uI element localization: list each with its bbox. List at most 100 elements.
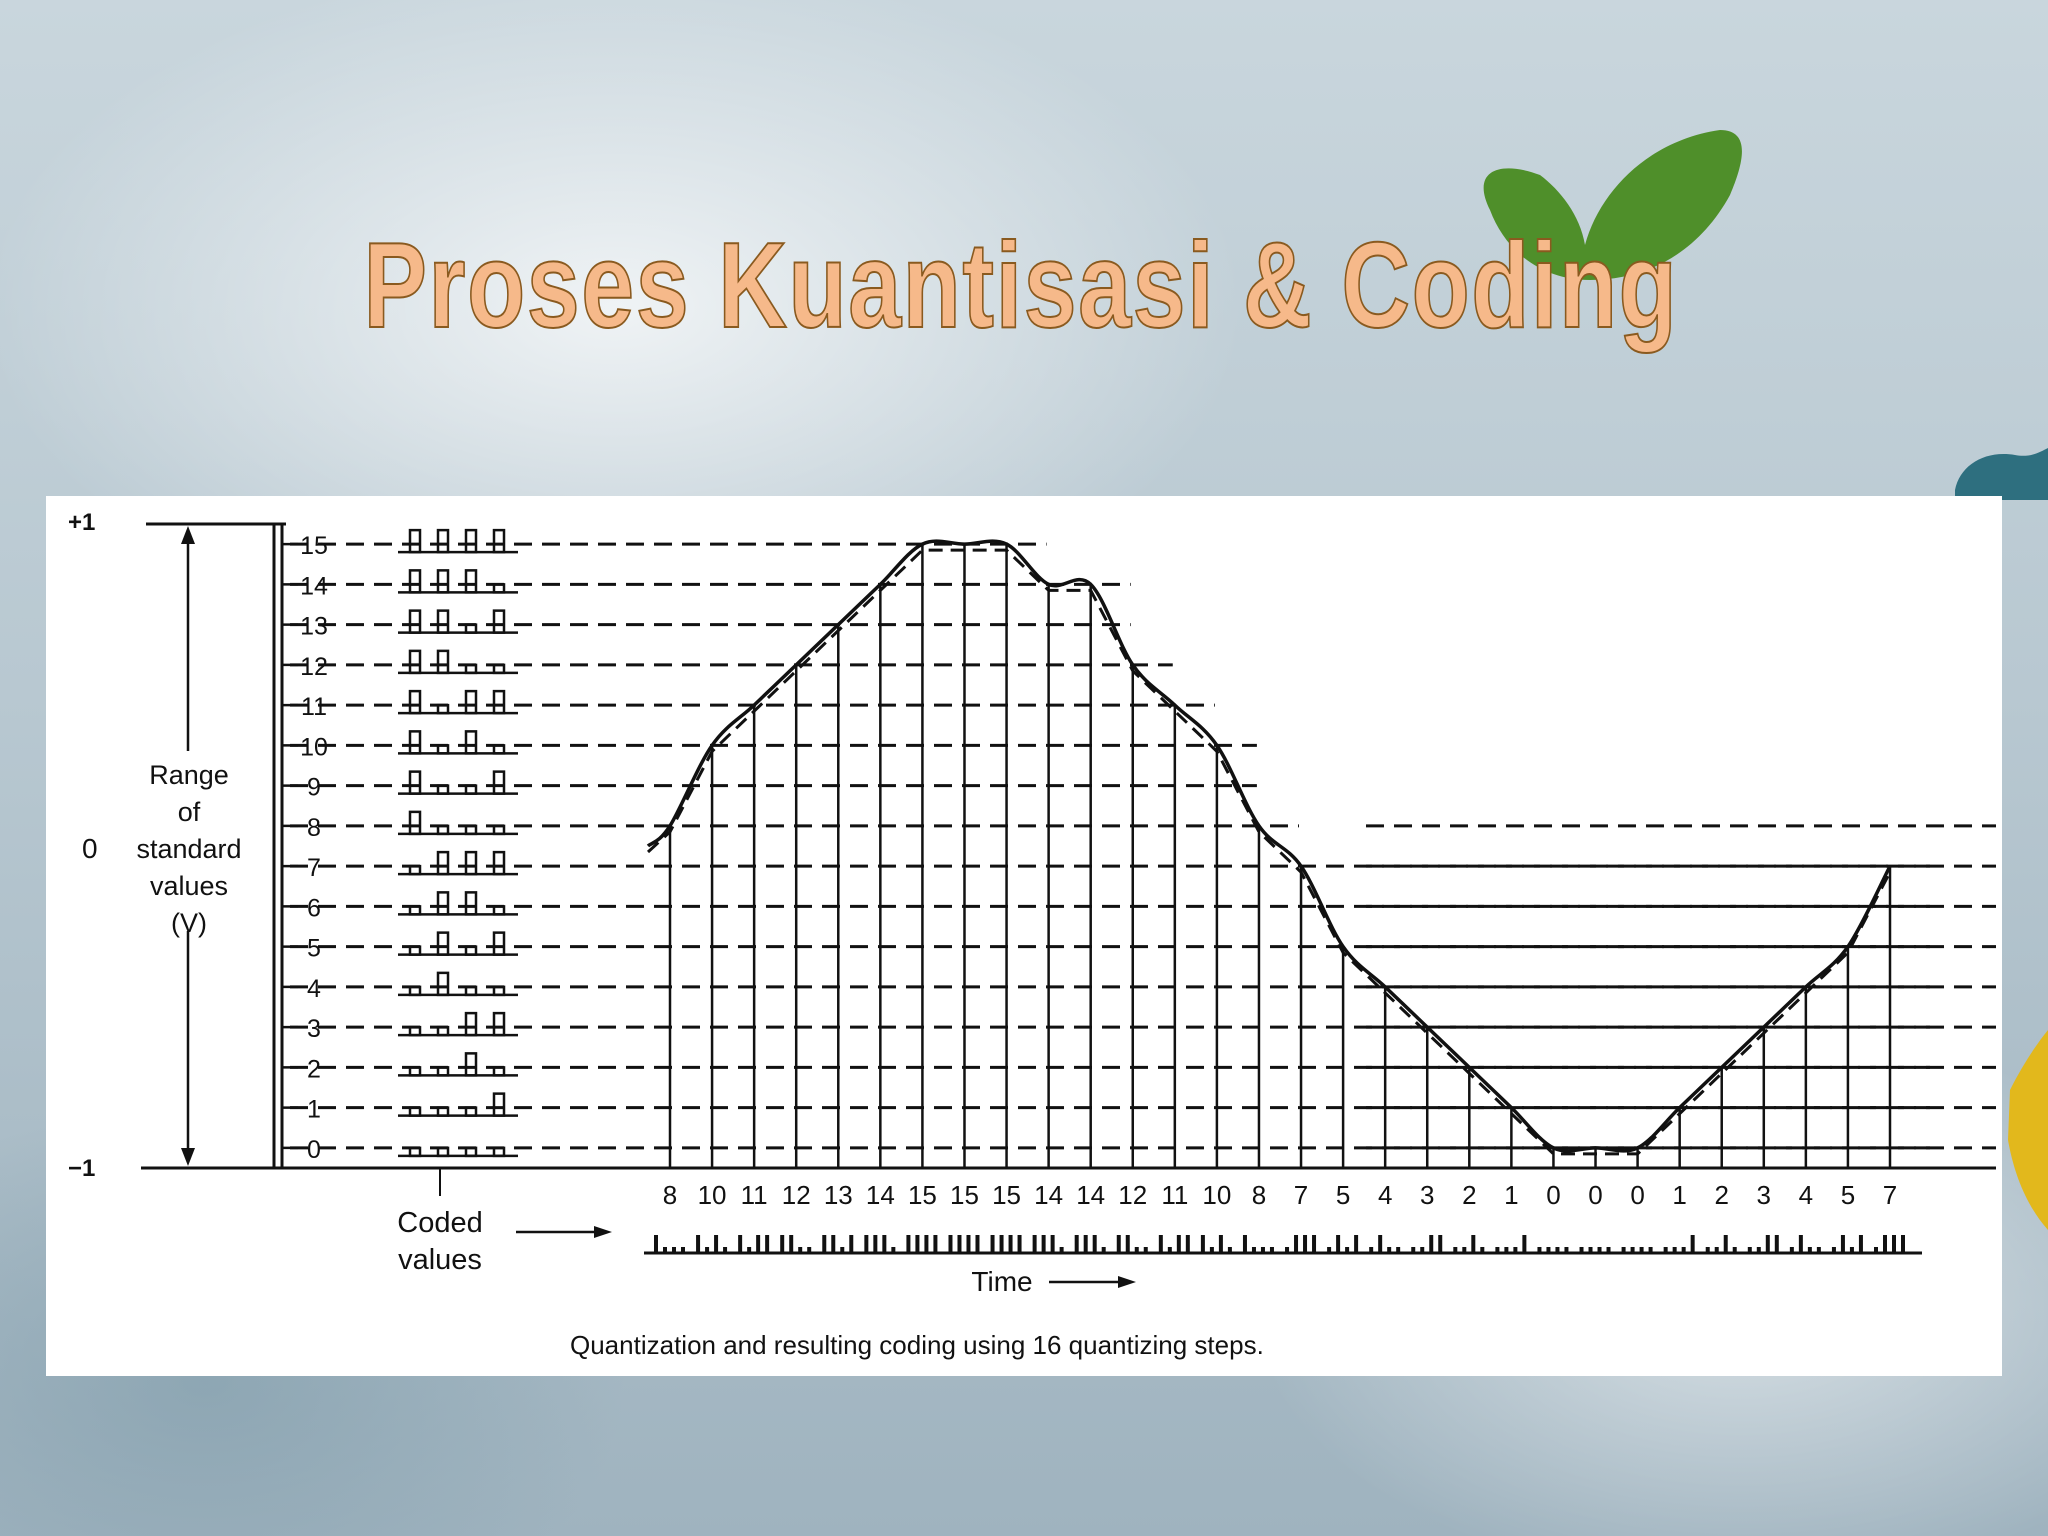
level-number: 0 [307,1136,321,1164]
code-pulse [1041,1235,1046,1253]
coded-values-label: Coded values [397,1207,482,1276]
code-pulse [975,1235,980,1253]
code-pattern-bit [492,824,506,836]
code-pattern-bit [492,1146,506,1158]
code-pattern-bit [436,649,450,675]
code-pulse [1840,1235,1845,1253]
code-pulse [1765,1235,1770,1253]
code-pulse [1134,1247,1139,1253]
range-label: Range of standard values (V) [136,760,241,938]
code-pulse [696,1235,701,1253]
code-pulse [1336,1235,1341,1253]
code-pulse [705,1247,710,1253]
code-pulse [1522,1235,1527,1253]
code-pulse [1453,1247,1458,1253]
code-pulse [966,1235,971,1253]
sample-code-label: 8 [663,1180,677,1210]
sample-code-label: 0 [1630,1180,1644,1210]
code-pattern-bit [492,850,506,876]
code-pulse [1513,1247,1518,1253]
sample-code-label: 0 [1546,1180,1560,1210]
code-pulse [1504,1247,1509,1253]
code-pulse [714,1235,719,1253]
sample-lines [668,544,1892,1168]
code-pulse [864,1235,869,1253]
code-pulse [1732,1247,1737,1253]
code-pattern-bit [436,703,450,715]
code-pulse [1705,1247,1710,1253]
code-pulse [1294,1235,1299,1253]
axis-bottom-label: −1 [68,1155,95,1182]
sample-code-label: 5 [1336,1180,1350,1210]
code-pulse [1411,1247,1416,1253]
code-pattern-bit [492,985,506,997]
range-label-line: Range [149,760,229,790]
sample-code-label: 14 [866,1180,895,1210]
code-pattern-bit [408,905,422,916]
sample-code-label: 3 [1757,1180,1771,1210]
code-pattern-bit [436,891,450,916]
code-pulse [915,1235,920,1253]
code-pulse [1798,1235,1803,1253]
code-pulse [1747,1247,1752,1253]
code-pulse [1125,1235,1130,1253]
level-number: 5 [307,935,321,963]
code-pulse [1378,1235,1383,1253]
code-pattern-bit [408,810,422,836]
code-pulse [1480,1247,1485,1253]
code-pulse [1218,1235,1223,1253]
code-pulse [1260,1247,1265,1253]
code-pattern-bit [408,689,422,715]
code-pulse [1101,1247,1106,1253]
code-pulse [1285,1247,1290,1253]
code-pulse [1462,1247,1467,1253]
level-number: 9 [307,774,321,802]
code-pulse [1209,1247,1214,1253]
code-pattern-bit [408,864,422,876]
code-pulse [1158,1235,1163,1253]
code-pattern-bit [436,528,450,554]
code-pattern-bit [492,609,506,634]
code-pulse [1354,1235,1359,1253]
code-pulse [747,1247,752,1253]
code-pulse [1429,1235,1434,1253]
sample-code-label: 15 [908,1180,937,1210]
code-pulse [999,1235,1004,1253]
code-pulse [840,1247,845,1253]
range-label-line: of [178,797,201,827]
code-pattern-bit [464,1052,478,1077]
code-pattern-bit [464,850,478,876]
code-pulse [1807,1247,1812,1253]
code-pulse [1495,1247,1500,1253]
code-pulse [1312,1235,1317,1253]
level-number: 7 [307,854,321,882]
code-pulse [1032,1235,1037,1253]
sample-code-label: 12 [782,1180,811,1210]
level-number: 13 [300,613,328,641]
level-number: 14 [300,572,328,600]
sample-code-label: 12 [1118,1180,1147,1210]
sample-code-labels: 8 10 11 12 13 14 15 15 15 14 14 12 11 10 8 7 5 4 3 2 1 0 0 0 1 2 3… [663,1180,1897,1210]
figure-caption: Quantization and resulting coding using … [570,1330,1264,1360]
code-pattern-bit [408,1106,422,1117]
level-number: 6 [307,894,321,922]
code-pulse [798,1247,803,1253]
code-pattern-bit [492,1092,506,1117]
code-stream [654,1235,1905,1253]
sample-code-label: 2 [1714,1180,1728,1210]
code-pulse [1143,1247,1148,1253]
code-pulse [663,1247,667,1253]
code-pulse [1345,1247,1350,1253]
code-pulse [681,1247,685,1253]
sample-code-label: 11 [1161,1180,1188,1210]
code-pulse [1083,1235,1088,1253]
code-pulse [765,1235,770,1253]
code-pulse [1269,1247,1274,1253]
code-pulse [882,1235,887,1253]
code-pulse [1327,1247,1332,1253]
code-pulse [1774,1235,1779,1253]
code-pattern-bit [464,528,478,554]
code-pattern-bit [492,1011,506,1037]
